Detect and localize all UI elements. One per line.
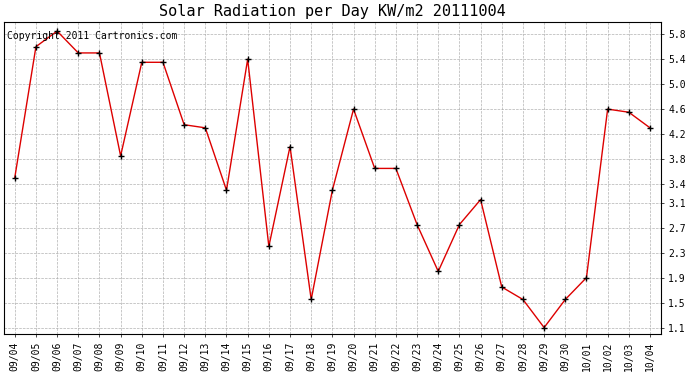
Title: Solar Radiation per Day KW/m2 20111004: Solar Radiation per Day KW/m2 20111004 (159, 4, 506, 19)
Text: Copyright 2011 Cartronics.com: Copyright 2011 Cartronics.com (8, 31, 178, 41)
